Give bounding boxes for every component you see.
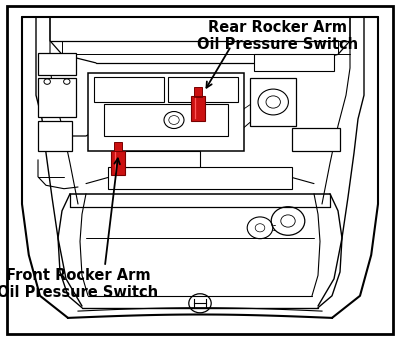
Bar xyxy=(88,73,244,151)
Bar xyxy=(120,151,200,167)
Bar xyxy=(38,121,72,151)
Bar xyxy=(191,96,205,121)
Bar xyxy=(254,54,334,71)
Text: Front Rocker Arm
Oil Pressure Switch: Front Rocker Arm Oil Pressure Switch xyxy=(0,268,158,300)
Bar xyxy=(168,76,238,102)
Bar xyxy=(111,151,125,175)
Bar xyxy=(38,78,76,117)
Bar xyxy=(94,76,164,102)
Bar xyxy=(292,128,340,151)
Bar xyxy=(38,53,76,75)
Bar xyxy=(250,78,296,126)
Bar xyxy=(108,167,292,189)
Bar xyxy=(104,104,228,136)
Bar xyxy=(194,87,202,97)
Text: Rear Rocker Arm
Oil Pressure Switch: Rear Rocker Arm Oil Pressure Switch xyxy=(198,19,358,52)
Bar xyxy=(114,142,122,151)
